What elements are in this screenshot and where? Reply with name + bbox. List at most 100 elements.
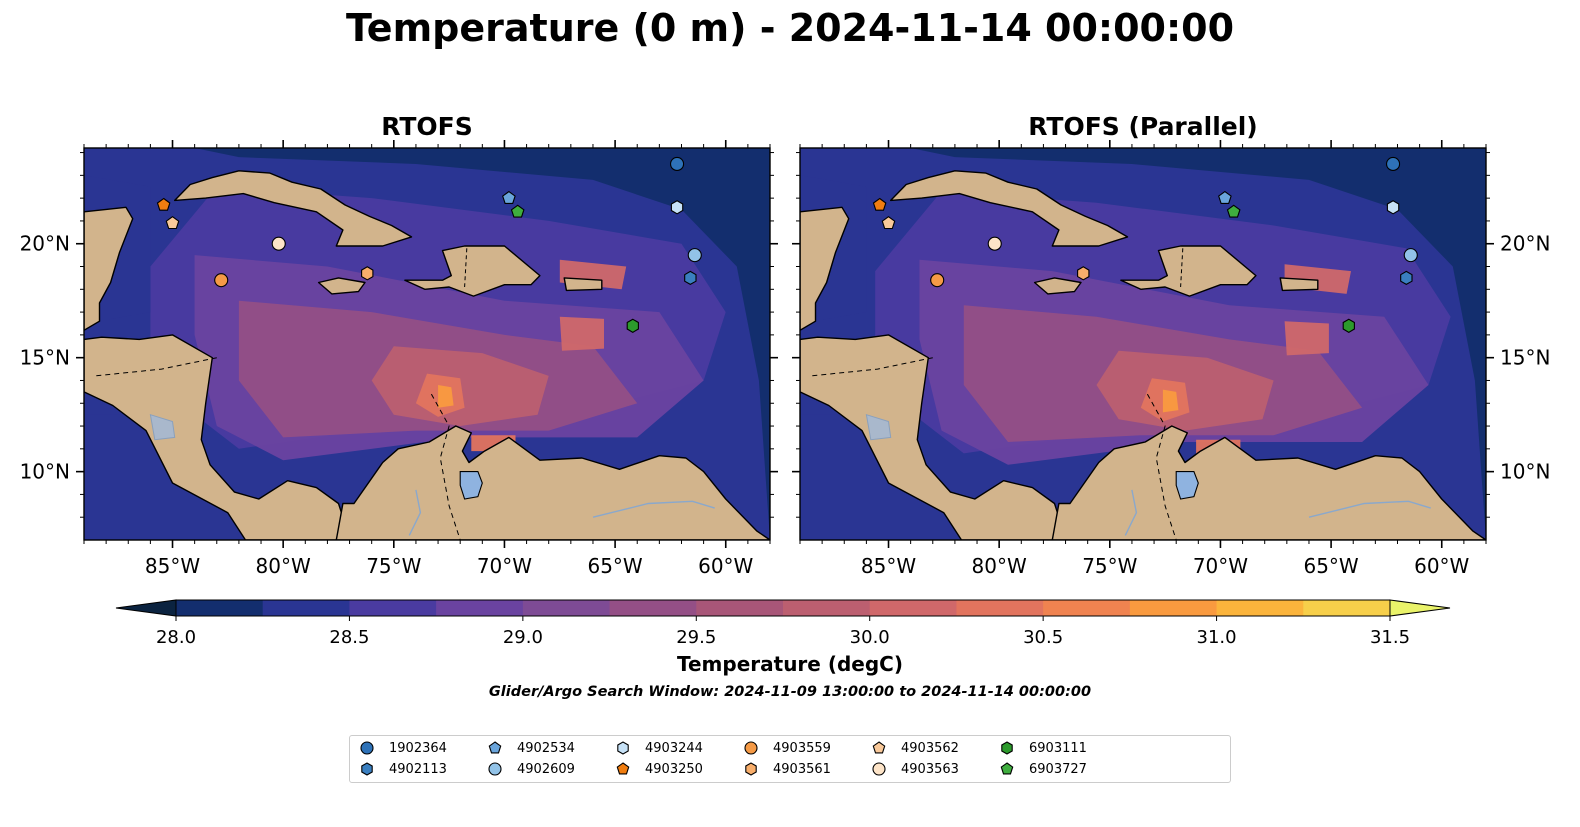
float-marker-6903111 bbox=[1342, 318, 1355, 333]
float-marker-4902534 bbox=[502, 190, 516, 204]
legend-item-4903562: 4903562 bbox=[871, 738, 959, 758]
colorbar-segment bbox=[696, 600, 784, 616]
colorbar-tick-label: 29.5 bbox=[676, 627, 716, 648]
legend-marker-4903250 bbox=[616, 762, 630, 775]
colorbar: 28.0 28.5 29.0 29.5 30.0 30.5 31.0 31.5 bbox=[115, 599, 1451, 648]
legend-marker-6903111 bbox=[1001, 741, 1013, 755]
hispaniola-land bbox=[1120, 245, 1257, 297]
panel-title-rtofs-parallel: RTOFS (Parallel) bbox=[1028, 112, 1258, 141]
float-marker-4902113 bbox=[684, 270, 697, 286]
colorbar-tick-label: 31.5 bbox=[1370, 627, 1410, 648]
circle-marker-icon bbox=[744, 741, 758, 755]
legend-item-4902534: 4902534 bbox=[487, 738, 575, 758]
colorbar-extend-low bbox=[115, 599, 177, 617]
legend-label: 4903559 bbox=[773, 740, 831, 756]
colorbar-label: Temperature (degC) bbox=[677, 652, 903, 676]
colorbar-segment bbox=[1216, 600, 1304, 616]
legend-label: 6903727 bbox=[1029, 761, 1087, 777]
colorbar-segment bbox=[522, 600, 611, 616]
colorbar-tick-label: 31.0 bbox=[1197, 627, 1237, 648]
lon-tick-label: 70°W bbox=[477, 554, 532, 578]
float-marker-4902534 bbox=[1218, 190, 1232, 204]
circle-marker-icon bbox=[488, 762, 502, 776]
south-america-land bbox=[1051, 425, 1486, 540]
lon-tick-label: 80°W bbox=[972, 554, 1027, 578]
yucatan-land bbox=[84, 206, 134, 332]
legend-label: 4902113 bbox=[389, 761, 447, 777]
colorbar-segment bbox=[176, 600, 264, 616]
lat-tick-label: 20°N bbox=[20, 232, 70, 256]
colorbar-extend-high bbox=[1389, 599, 1451, 617]
lon-tick-label: 65°W bbox=[1303, 554, 1358, 578]
legend-marker-4903561 bbox=[745, 762, 757, 776]
hexagon-marker-icon bbox=[361, 762, 373, 776]
legend-marker-4902113 bbox=[361, 762, 373, 776]
puerto-rico-land bbox=[563, 277, 603, 292]
float-marker-4902113 bbox=[1400, 270, 1413, 286]
lon-tick-label: 65°W bbox=[587, 554, 642, 578]
map-panel-rtofs: 85°W 80°W 75°W 70°W 65°W 60°W 10°N 15°N 20°N bbox=[20, 140, 778, 578]
legend-label: 4903562 bbox=[901, 740, 959, 756]
legend-label: 4902609 bbox=[517, 761, 575, 777]
float-marker-4902609 bbox=[1403, 248, 1418, 263]
temperature-contour bbox=[1284, 321, 1329, 356]
lon-tick-label: 75°W bbox=[1082, 554, 1137, 578]
hexagon-marker-icon bbox=[745, 762, 757, 776]
float-marker-4902609 bbox=[687, 248, 702, 263]
temperature-contour bbox=[1162, 389, 1179, 413]
legend-label: 4903563 bbox=[901, 761, 959, 777]
lat-tick-label: 20°N bbox=[1500, 232, 1550, 256]
figure-title: Temperature (0 m) - 2024-11-14 00:00:00 bbox=[345, 6, 1235, 50]
lon-tick-label: 60°W bbox=[1414, 554, 1469, 578]
colorbar-tick-label: 30.0 bbox=[850, 627, 890, 648]
float-marker-6903727 bbox=[510, 204, 525, 218]
panel-title-rtofs: RTOFS bbox=[381, 112, 473, 141]
pentagon-marker-icon bbox=[1000, 762, 1014, 775]
lon-tick-label: 60°W bbox=[698, 554, 753, 578]
legend-item-4902609: 4902609 bbox=[487, 759, 575, 779]
float-marker-1902364 bbox=[1386, 156, 1401, 172]
lat-tick-label: 15°N bbox=[20, 346, 70, 370]
lake-maracaibo bbox=[1175, 471, 1199, 500]
legend-marker-4903562 bbox=[872, 741, 886, 754]
float-marker-4903562 bbox=[881, 216, 896, 230]
legend-label: 1902364 bbox=[389, 740, 447, 756]
legend-marker-4902534 bbox=[488, 741, 502, 754]
central-america-land bbox=[800, 334, 1060, 540]
float-marker-4903559 bbox=[214, 273, 229, 288]
temperature-contour bbox=[438, 385, 454, 408]
circle-marker-icon bbox=[872, 762, 886, 776]
map-frame bbox=[83, 147, 771, 541]
legend-marker-4903559 bbox=[744, 741, 758, 755]
search-window-label: Glider/Argo Search Window: 2024-11-09 13… bbox=[488, 684, 1092, 700]
colorbar-segment bbox=[1303, 600, 1391, 616]
float-marker-4903250 bbox=[872, 197, 887, 211]
colorbar-segment bbox=[436, 600, 524, 616]
float-marker-1902364 bbox=[670, 156, 685, 172]
float-marker-4903562 bbox=[165, 216, 180, 230]
legend-marker-4902609 bbox=[488, 762, 502, 776]
legend-marker-6903727 bbox=[1000, 762, 1014, 775]
legend-label: 4902534 bbox=[517, 740, 575, 756]
legend-item-4903559: 4903559 bbox=[743, 738, 831, 758]
lon-tick-label: 85°W bbox=[145, 554, 200, 578]
legend-label: 4903250 bbox=[645, 761, 703, 777]
float-marker-4903561 bbox=[1077, 266, 1090, 281]
lat-tick-label: 15°N bbox=[1500, 346, 1550, 370]
hexagon-marker-icon bbox=[1001, 741, 1013, 755]
float-legend: 1902364 4902113 4902534 4902609 4903244 49032… bbox=[349, 735, 1231, 783]
legend-item-4903250: 4903250 bbox=[615, 759, 703, 779]
lake-maracaibo bbox=[459, 471, 483, 500]
yucatan-land bbox=[800, 206, 850, 332]
map-panel-rtofs-parallel: 85°W 80°W 75°W 70°W 65°W 60°W 10°N 15°N 20°N bbox=[792, 140, 1550, 578]
legend-marker-4903244 bbox=[617, 741, 629, 755]
circle-marker-icon bbox=[360, 741, 374, 755]
legend-item-4903563: 4903563 bbox=[871, 759, 959, 779]
legend-item-4903244: 4903244 bbox=[615, 738, 703, 758]
legend-label: 4903561 bbox=[773, 761, 831, 777]
lon-tick-label: 85°W bbox=[861, 554, 916, 578]
colorbar-tick-label: 28.5 bbox=[329, 627, 369, 648]
colorbar-tick-label: 29.0 bbox=[503, 627, 543, 648]
colorbar-segment bbox=[869, 600, 957, 616]
legend-item-6903727: 6903727 bbox=[999, 759, 1087, 779]
